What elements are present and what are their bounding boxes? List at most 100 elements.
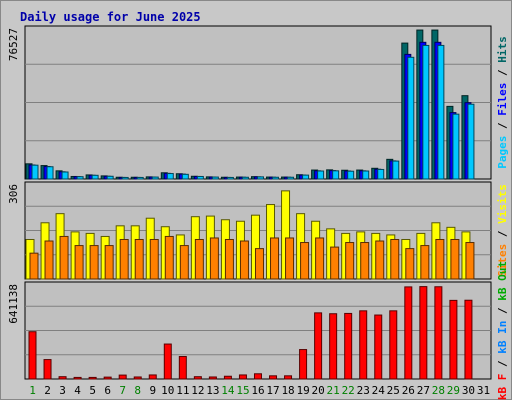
day-label-3: 3 xyxy=(59,384,66,397)
bar-kbytes-kb-f-day-26 xyxy=(404,286,413,380)
panel-hits-max-label: 76527 xyxy=(7,28,20,61)
bar-hits-pages-day-12 xyxy=(196,175,204,180)
legend-item: / xyxy=(496,116,509,136)
day-label-18: 18 xyxy=(281,384,294,397)
bar-hits-pages-day-17 xyxy=(272,176,280,180)
legend-item: / xyxy=(496,301,509,321)
bar-hits-pages-day-7 xyxy=(121,176,129,180)
day-label-27: 27 xyxy=(417,384,430,397)
chart-title: Daily usage for June 2025 xyxy=(20,10,201,24)
bar-kbytes-kb-f-day-25 xyxy=(389,310,398,380)
legend-item: Sites xyxy=(496,244,509,277)
bar-hits-pages-day-9 xyxy=(151,176,159,180)
bar-kbytes-kb-f-day-9 xyxy=(148,374,157,380)
day-label-9: 9 xyxy=(149,384,156,397)
bar-visits-sites-day-7 xyxy=(119,238,129,280)
bar-kbytes-kb-f-day-15 xyxy=(238,374,247,380)
bar-hits-pages-day-23 xyxy=(362,170,370,180)
bar-visits-sites-day-25 xyxy=(390,238,400,280)
day-label-16: 16 xyxy=(251,384,264,397)
day-label-6: 6 xyxy=(104,384,111,397)
bar-hits-pages-day-18 xyxy=(287,176,295,180)
legend-item: kB F xyxy=(496,374,509,401)
bar-kbytes-kb-f-day-22 xyxy=(344,312,353,380)
day-label-22: 22 xyxy=(342,384,355,397)
bar-visits-sites-day-12 xyxy=(194,238,204,280)
bar-kbytes-kb-f-day-17 xyxy=(269,375,278,380)
panel-visits-legend: Sites / Visits xyxy=(496,184,509,277)
day-label-10: 10 xyxy=(161,384,174,397)
day-label-11: 11 xyxy=(176,384,189,397)
bar-hits-pages-day-2 xyxy=(46,166,54,180)
bar-hits-pages-day-11 xyxy=(181,173,189,180)
day-label-7: 7 xyxy=(119,384,126,397)
bar-hits-pages-day-3 xyxy=(61,171,69,180)
day-label-30: 30 xyxy=(462,384,475,397)
bar-kbytes-kb-f-day-10 xyxy=(163,343,172,380)
day-label-4: 4 xyxy=(74,384,81,397)
bar-kbytes-kb-f-day-29 xyxy=(449,299,458,380)
bar-hits-pages-day-25 xyxy=(392,160,400,180)
day-label-2: 2 xyxy=(44,384,51,397)
day-label-12: 12 xyxy=(191,384,204,397)
bar-visits-sites-day-11 xyxy=(179,245,189,280)
bar-visits-sites-day-18 xyxy=(285,237,295,280)
bar-hits-pages-day-21 xyxy=(332,170,340,180)
bar-hits-pages-day-10 xyxy=(166,173,174,180)
bar-kbytes-kb-f-day-7 xyxy=(118,374,127,380)
day-label-31: 31 xyxy=(477,384,490,397)
bar-visits-sites-day-6 xyxy=(104,245,114,280)
bar-visits-sites-day-16 xyxy=(254,248,264,280)
bar-visits-sites-day-13 xyxy=(209,237,219,280)
bar-visits-sites-day-26 xyxy=(405,248,415,280)
bar-visits-sites-day-30 xyxy=(465,242,475,280)
bar-visits-sites-day-17 xyxy=(270,237,280,280)
day-label-20: 20 xyxy=(312,384,325,397)
bar-visits-sites-day-5 xyxy=(89,245,99,280)
bar-hits-pages-day-6 xyxy=(106,175,114,180)
bar-kbytes-kb-f-day-2 xyxy=(43,359,52,380)
bar-kbytes-kb-f-day-18 xyxy=(284,375,293,380)
day-label-29: 29 xyxy=(447,384,460,397)
bar-hits-pages-day-13 xyxy=(211,176,219,180)
bar-hits-pages-day-24 xyxy=(377,168,385,180)
bar-visits-sites-day-28 xyxy=(435,238,445,280)
bar-visits-sites-day-8 xyxy=(134,238,144,280)
bar-visits-sites-day-2 xyxy=(44,240,54,280)
bar-hits-pages-day-14 xyxy=(226,176,234,180)
legend-item: Visits xyxy=(496,184,509,224)
bar-visits-sites-day-23 xyxy=(360,242,370,280)
bar-kbytes-kb-f-day-1 xyxy=(28,331,37,380)
bar-kbytes-kb-f-day-11 xyxy=(178,356,187,380)
bar-kbytes-kb-f-day-27 xyxy=(419,286,428,380)
legend-item: Hits xyxy=(496,36,509,63)
bar-visits-sites-day-21 xyxy=(330,246,340,280)
bar-visits-sites-day-9 xyxy=(149,238,159,280)
legend-item: Files xyxy=(496,83,509,116)
bar-kbytes-kb-f-day-24 xyxy=(374,314,383,380)
bar-hits-pages-day-8 xyxy=(136,176,144,180)
bar-hits-pages-day-4 xyxy=(76,176,84,180)
bar-hits-pages-day-28 xyxy=(437,44,445,180)
bar-kbytes-kb-f-day-12 xyxy=(193,376,202,380)
panel-visits: 306 Sites / Visits xyxy=(7,181,509,280)
bar-kbytes-kb-f-day-6 xyxy=(103,376,112,380)
bar-hits-pages-day-29 xyxy=(452,113,460,180)
bar-kbytes-kb-f-day-19 xyxy=(299,349,308,380)
bar-kbytes-kb-f-day-4 xyxy=(73,376,82,380)
bar-kbytes-kb-f-day-3 xyxy=(58,376,67,380)
day-label-15: 15 xyxy=(236,384,249,397)
bar-hits-pages-day-15 xyxy=(241,176,249,180)
bar-visits-sites-day-29 xyxy=(450,238,460,280)
bar-kbytes-kb-f-day-23 xyxy=(359,310,368,380)
bar-visits-sites-day-24 xyxy=(375,240,385,280)
bar-hits-pages-day-19 xyxy=(302,174,310,180)
day-label-19: 19 xyxy=(296,384,309,397)
legend-item: / xyxy=(496,224,509,244)
bar-hits-pages-day-27 xyxy=(422,44,430,180)
bar-visits-sites-day-19 xyxy=(300,242,310,280)
legend-item: / xyxy=(496,63,509,83)
legend-item: / xyxy=(496,354,509,374)
